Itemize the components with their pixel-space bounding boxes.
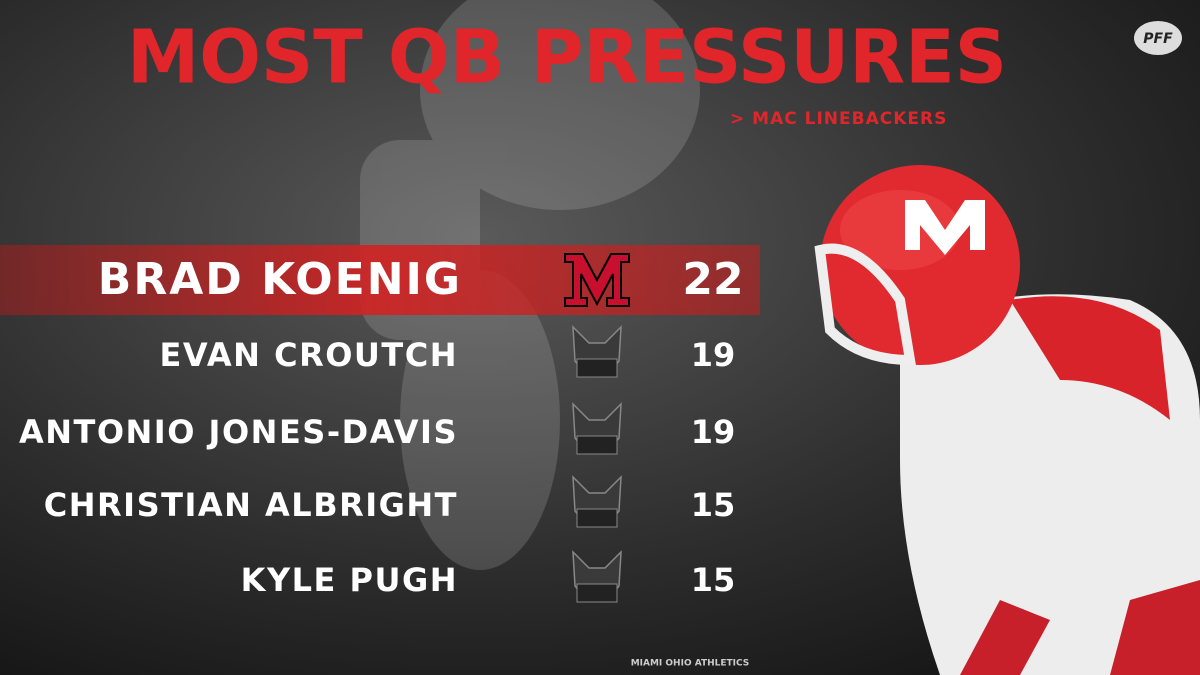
rows: BRAD KOENIG 22 EVAN CROUTCH 19 ANTONIO JONES… — [19, 253, 744, 603]
logo-shape — [576, 583, 618, 603]
brand-logo: PFF — [1134, 21, 1182, 55]
pressure-count: 19 — [691, 413, 736, 451]
player-name: ANTONIO JONES-DAVIS — [19, 413, 458, 451]
brand: PFF — [1143, 31, 1173, 47]
highlight-band — [0, 245, 760, 315]
pressure-count: 15 — [691, 486, 736, 524]
player-name: BRAD KOENIG — [98, 254, 462, 305]
credit: MIAMI OHIO ATHLETICS — [631, 659, 750, 669]
pressure-count: 15 — [691, 561, 736, 599]
team-logo — [572, 325, 622, 378]
logo-shape — [564, 253, 630, 307]
pressure-count: 19 — [691, 336, 736, 374]
background-photo — [360, 0, 700, 570]
team-logo — [572, 475, 622, 528]
pressure-count: 22 — [682, 254, 743, 305]
title: MOST QB PRESSURES — [127, 15, 1007, 101]
player-name: CHRISTIAN ALBRIGHT — [44, 486, 458, 524]
logo-shape — [576, 508, 618, 528]
subtitle: > MAC LINEBACKERS — [730, 109, 947, 129]
player-name: KYLE PUGH — [241, 561, 458, 599]
player-photo — [814, 165, 1200, 675]
logo-shape — [576, 358, 618, 378]
team-logo — [564, 253, 630, 307]
team-logo — [572, 402, 622, 455]
logo-shape — [576, 435, 618, 455]
player-name: EVAN CROUTCH — [159, 336, 458, 374]
team-logo — [572, 550, 622, 603]
